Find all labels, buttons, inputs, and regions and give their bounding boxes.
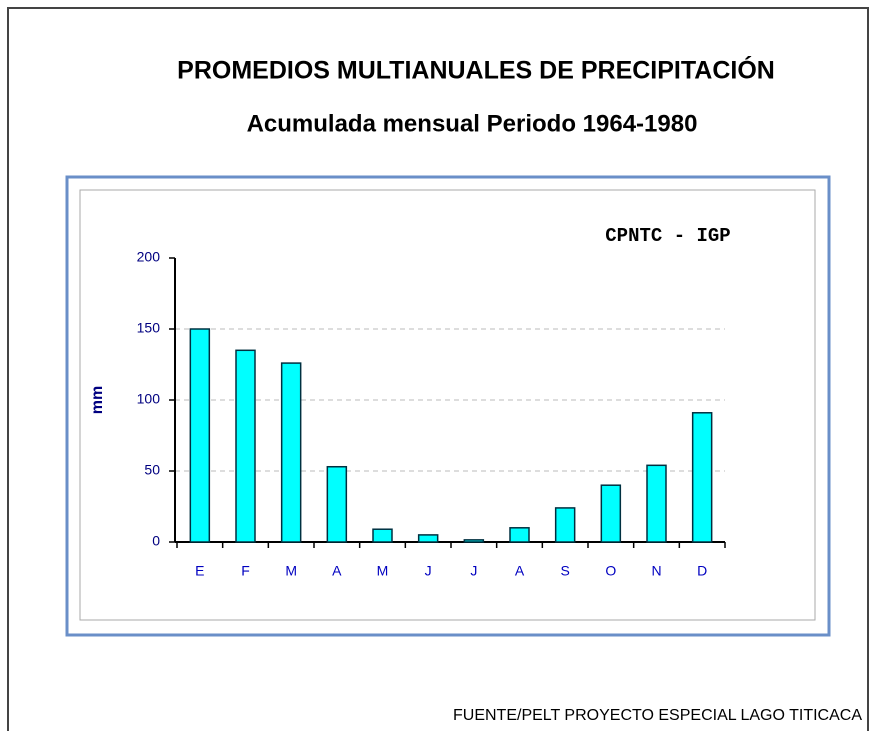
bar — [280, 362, 302, 543]
y-tick-label: 100 — [137, 391, 161, 407]
y-axis-label: mm — [89, 386, 106, 414]
x-tick-label: M — [377, 563, 389, 579]
x-tick-label: J — [425, 563, 432, 579]
x-tick-label: E — [195, 563, 204, 579]
bar — [691, 412, 713, 543]
bar — [554, 507, 576, 543]
x-tick-label: A — [515, 563, 525, 579]
x-tick-label: D — [697, 563, 707, 579]
bar — [372, 528, 393, 543]
plot-frame — [79, 189, 816, 621]
x-tick-label: M — [285, 563, 297, 579]
bar — [463, 539, 485, 543]
chart-title: PROMEDIOS MULTIANUALES DE PRECIPITACIÓN — [177, 55, 775, 85]
source-note: FUENTE/PELT PROYECTO ESPECIAL LAGO TITIC… — [453, 707, 862, 724]
y-tick-label: 50 — [144, 462, 160, 478]
x-tick-label: N — [651, 563, 661, 579]
bar — [417, 534, 439, 543]
x-tick-label: O — [605, 563, 616, 579]
outer-frame — [7, 7, 869, 731]
chart-subtitle: Acumulada mensual Periodo 1964-1980 — [247, 110, 698, 137]
bar — [189, 328, 211, 543]
y-tick-label: 200 — [137, 249, 161, 265]
x-tick-label: J — [470, 563, 477, 579]
y-tick-label: 0 — [152, 533, 160, 549]
annotation: CPNTC - IGP — [605, 225, 730, 247]
x-tick-label: S — [560, 563, 569, 579]
y-tick-label: 150 — [137, 320, 161, 336]
x-tick-label: F — [241, 563, 250, 579]
bar — [326, 465, 348, 543]
bar — [600, 484, 622, 543]
bar — [509, 527, 530, 543]
x-tick-label: A — [332, 563, 342, 579]
bar — [646, 464, 667, 543]
bar — [235, 349, 256, 543]
